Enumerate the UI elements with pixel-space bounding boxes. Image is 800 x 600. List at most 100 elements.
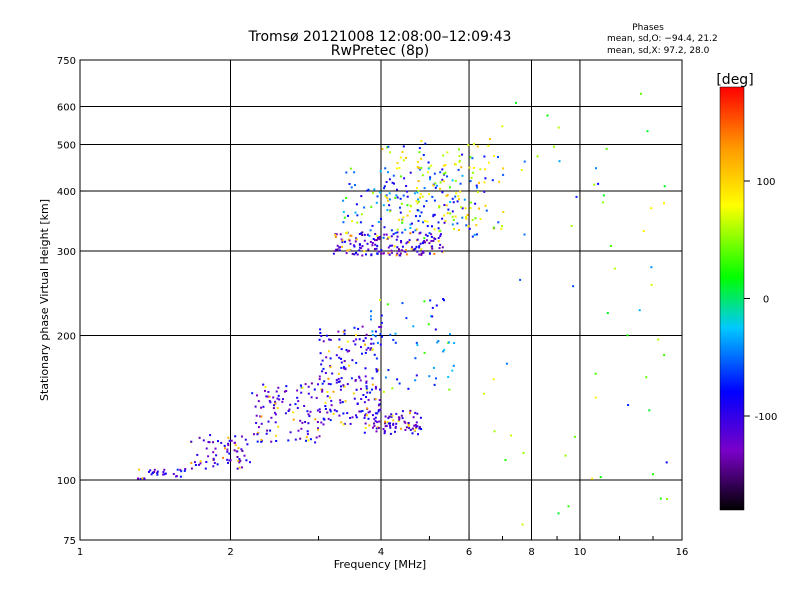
echo-point: [396, 246, 399, 249]
echo-point: [226, 450, 229, 453]
echo-point: [318, 375, 321, 378]
echo-point: [356, 253, 359, 256]
echo-point: [324, 401, 327, 404]
echo-point: [320, 363, 323, 366]
echo-point: [400, 414, 403, 417]
echo-point: [392, 419, 395, 422]
echo-point: [273, 411, 276, 414]
echo-point: [522, 452, 525, 454]
echo-point: [275, 434, 278, 437]
echo-point: [322, 367, 325, 370]
echo-point: [316, 409, 319, 412]
echo-point: [339, 399, 342, 402]
echo-point: [237, 447, 240, 450]
echo-point: [356, 214, 359, 217]
echo-point: [207, 455, 210, 458]
echo-point: [390, 415, 393, 418]
echo-point: [150, 473, 153, 476]
echo-point: [400, 240, 402, 242]
echo-point: [405, 317, 408, 320]
echo-point: [411, 427, 414, 430]
echo-point: [378, 420, 381, 423]
echo-point: [429, 176, 432, 179]
echo-point: [454, 179, 457, 182]
echo-point: [309, 438, 312, 441]
x-tick-label: 1: [77, 547, 83, 558]
echo-point: [405, 426, 408, 429]
echo-point: [355, 238, 358, 241]
echo-point: [370, 253, 373, 256]
echo-point: [463, 198, 466, 201]
echo-point: [386, 421, 389, 424]
echo-point: [441, 246, 444, 249]
echo-point: [394, 232, 397, 234]
echo-point: [381, 335, 383, 338]
echo-point: [429, 252, 431, 255]
echo-point: [601, 201, 604, 204]
echo-point: [352, 244, 355, 247]
echo-point: [396, 228, 399, 231]
echo-point: [205, 447, 208, 450]
echo-point: [552, 145, 555, 148]
echo-point: [416, 166, 419, 168]
echo-point: [341, 239, 344, 242]
echo-point: [269, 429, 272, 432]
echo-point: [502, 167, 505, 170]
echo-point: [387, 246, 390, 249]
echo-point: [251, 392, 254, 395]
echo-point: [432, 213, 435, 216]
echo-point: [341, 245, 344, 248]
echo-point: [465, 217, 468, 220]
echo-point: [430, 315, 433, 318]
echo-point: [390, 249, 393, 252]
echo-point: [275, 390, 278, 393]
echo-point: [303, 405, 306, 407]
echo-point: [212, 441, 214, 444]
echo-point: [379, 408, 382, 411]
echo-point: [249, 461, 251, 464]
echo-point: [376, 237, 379, 240]
echo-point: [202, 439, 205, 442]
echo-point: [388, 192, 391, 195]
echo-point: [426, 220, 429, 223]
echo-point: [385, 424, 388, 427]
echo-point: [365, 380, 368, 383]
echo-point: [536, 155, 539, 158]
echo-point: [429, 299, 432, 302]
echo-point: [418, 232, 421, 235]
echo-point: [400, 202, 403, 205]
echo-point: [415, 341, 418, 344]
echo-point: [329, 419, 332, 422]
echo-point: [319, 352, 322, 355]
echo-point: [447, 341, 450, 344]
echo-point: [572, 285, 575, 288]
echo-point: [412, 248, 415, 251]
echo-point: [406, 241, 409, 243]
echo-point: [457, 168, 460, 171]
echo-point: [374, 387, 377, 390]
echo-point: [339, 233, 342, 236]
echo-point: [408, 210, 411, 213]
echo-point: [318, 408, 321, 411]
echo-point: [301, 386, 304, 389]
echo-point: [342, 210, 345, 213]
echo-point: [369, 229, 372, 232]
echo-point: [445, 204, 448, 207]
echo-point: [238, 461, 241, 464]
echo-point: [276, 407, 279, 410]
echo-point: [336, 244, 339, 247]
echo-point: [409, 223, 412, 226]
echo-point: [452, 201, 455, 204]
echo-point: [362, 339, 365, 342]
echo-point: [262, 383, 265, 386]
echo-point: [326, 395, 329, 398]
echo-point: [444, 164, 447, 166]
echo-point: [329, 338, 332, 341]
echo-point: [194, 461, 196, 464]
echo-point: [352, 340, 355, 343]
echo-point: [359, 221, 362, 224]
echo-point: [363, 401, 366, 404]
echo-point: [296, 389, 299, 392]
echo-point: [411, 222, 413, 225]
echo-point: [317, 428, 319, 431]
